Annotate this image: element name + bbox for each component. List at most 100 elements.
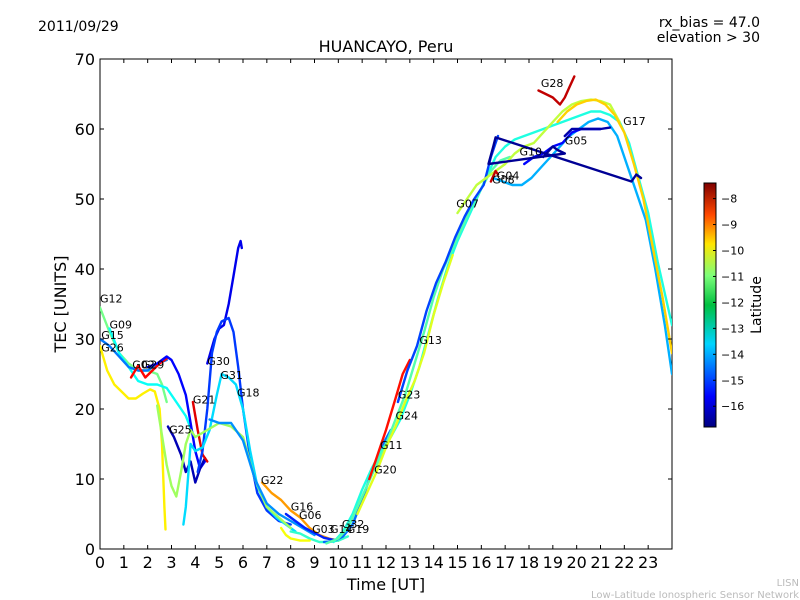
series-g23 [368, 358, 411, 481]
sat-label-g05: G05 [565, 134, 588, 147]
x-tick-label: 13 [400, 553, 420, 572]
sat-label-g06: G06 [299, 509, 322, 522]
x-tick-label: 19 [543, 553, 563, 572]
sat-label-g21: G21 [193, 393, 216, 406]
sat-label-g23: G23 [398, 389, 421, 402]
x-tick-label: 14 [423, 553, 443, 572]
colorbar-tick-label: −9 [721, 219, 737, 232]
x-tick-label: 7 [262, 553, 272, 572]
x-tick-label: 15 [447, 553, 467, 572]
date-label: 2011/09/29 [38, 19, 119, 35]
y-tick-label: 10 [75, 470, 95, 489]
series-g14 [279, 526, 311, 542]
sat-label-g31: G31 [220, 369, 243, 382]
sat-label-g08: G08 [492, 174, 515, 187]
x-tick-label: 3 [166, 553, 176, 572]
x-axis-label: Time [UT] [346, 575, 425, 594]
series-g08 [489, 169, 500, 183]
series-g22 [208, 418, 316, 537]
sat-label-g17: G17 [623, 115, 646, 128]
x-tick-label: 20 [566, 553, 586, 572]
y-axis-label: TEC [UNITS] [51, 256, 70, 354]
x-tick-label: 1 [119, 553, 129, 572]
colorbar-tick-label: −16 [721, 400, 744, 413]
x-tick-label: 9 [309, 553, 319, 572]
colorbar-tick-label: −11 [721, 270, 744, 283]
footer-lisn: LISN [777, 578, 799, 589]
x-tick-label: 21 [590, 553, 610, 572]
sat-label-g02: G02 [132, 358, 155, 371]
x-tick-label: 11 [352, 553, 372, 572]
series-g31 [196, 316, 292, 526]
sat-label-g03: G03 [312, 523, 335, 536]
colorbar-tick-label: −15 [721, 374, 744, 387]
series-g24 [356, 253, 454, 516]
sat-label-g10: G10 [520, 146, 543, 159]
y-tick-label: 20 [75, 400, 95, 419]
elevation-label: elevation > 30 [657, 30, 760, 46]
series-g29 [146, 355, 207, 470]
series-g03 [289, 530, 350, 544]
y-tick-label: 60 [75, 120, 95, 139]
sat-label-g12: G12 [100, 293, 123, 306]
sat-label-g32: G32 [342, 518, 365, 531]
sat-label-g29: G29 [142, 358, 165, 371]
x-tick-label: 8 [286, 553, 296, 572]
x-tick-label: 16 [471, 553, 491, 572]
sat-label-g20: G20 [374, 463, 397, 476]
sat-label-g16: G16 [291, 501, 314, 514]
x-tick-label: 12 [376, 553, 396, 572]
sat-label-g22: G22 [261, 474, 284, 487]
footer-network: Low-Latitude Ionospheric Sensor Network [591, 590, 799, 600]
axes: 0 1 2 3 4 5 6 7 8 9 10 11 12 13 14 15 16 17 18 19 20 21 22 2301… [75, 50, 672, 572]
sat-label-g07: G07 [456, 197, 479, 210]
series-g02 [129, 357, 168, 379]
y-tick-label: 70 [75, 50, 95, 69]
colorbar-label: Latitude [749, 276, 765, 334]
series-g17 [556, 98, 672, 355]
x-tick-label: 2 [143, 553, 153, 572]
sat-label-g26: G26 [101, 342, 124, 355]
series-g05 [563, 126, 612, 138]
sat-label-g24: G24 [396, 410, 419, 423]
series-g27 [487, 136, 643, 183]
colorbar-tick-label: −12 [721, 296, 744, 309]
series-g04 [492, 117, 672, 376]
chart-title: HUANCAYO, Peru [319, 37, 454, 56]
sat-label-g13: G13 [419, 334, 442, 347]
x-tick-label: 0 [95, 553, 105, 572]
y-tick-label: 30 [75, 330, 95, 349]
colorbar-tick-label: −10 [721, 244, 744, 257]
series-layer [100, 75, 672, 545]
x-tick-label: 10 [328, 553, 348, 572]
x-tick-label: 18 [519, 553, 539, 572]
x-tick-label: 6 [238, 553, 248, 572]
colorbar-tick-label: −13 [721, 322, 744, 335]
rx-bias-label: rx_bias = 47.0 [659, 15, 760, 31]
y-tick-label: 50 [75, 190, 95, 209]
sat-label-g14: G14 [330, 523, 353, 536]
sat-label-g15: G15 [101, 329, 124, 342]
x-tick-label: 4 [190, 553, 200, 572]
satellite-labels: G12G09G15G26G02G29G25G21G30G31G18G22G16G… [100, 77, 646, 536]
plot-area [99, 58, 673, 550]
series-g21 [191, 400, 209, 463]
series-g28 [537, 75, 576, 106]
sat-label-g25: G25 [169, 424, 192, 437]
sat-label-g11: G11 [380, 439, 403, 452]
sat-label-g09: G09 [110, 319, 133, 332]
y-tick-label: 0 [85, 540, 95, 559]
x-tick-label: 22 [614, 553, 634, 572]
colorbar [703, 182, 717, 428]
sat-label-g19: G19 [347, 523, 370, 536]
series-g26 [100, 344, 167, 531]
sat-label-g18: G18 [237, 386, 260, 399]
x-tick-label: 17 [495, 553, 515, 572]
x-tick-label: 23 [638, 553, 658, 572]
sat-label-g04: G04 [497, 169, 520, 182]
colorbar-tick-label: −14 [721, 348, 744, 361]
sat-label-g30: G30 [207, 355, 230, 368]
colorbar-tick-label: −8 [721, 193, 737, 206]
y-tick-label: 40 [75, 260, 95, 279]
